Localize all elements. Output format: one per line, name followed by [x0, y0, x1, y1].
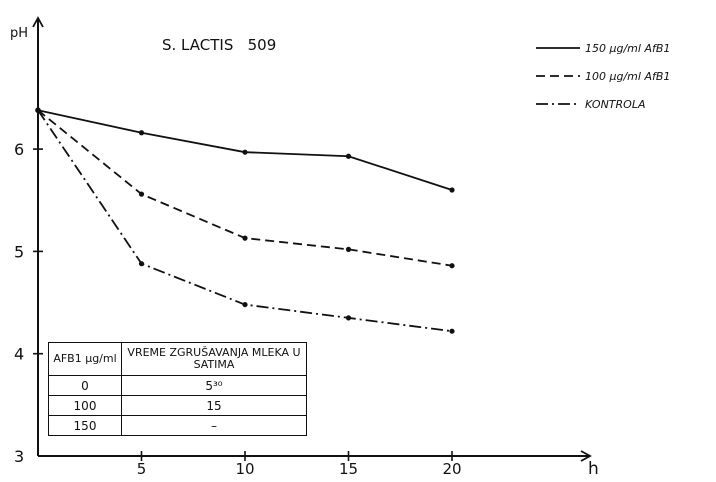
series-line-3	[37, 109, 453, 333]
y-axis-arrow	[32, 16, 44, 28]
data-point	[242, 235, 248, 241]
data-point	[138, 130, 145, 136]
legend: 150 µg/ml AfB1 100 µg/ml AfB1 KONTROLA	[536, 42, 670, 111]
table-header-time: VREME ZGRUŠAVANJA MLEKA U SATIMA	[121, 342, 307, 376]
x-tick-label: 5	[137, 460, 147, 478]
x-tick-label: 10	[235, 460, 254, 478]
ticks: 3 4 5 6 5 10 15 20	[14, 140, 462, 478]
legend-label: 100 µg/ml AfB1	[585, 70, 670, 83]
series-line-2	[37, 109, 453, 267]
x-tick-label: 20	[442, 460, 461, 478]
data-point	[449, 187, 455, 193]
table-header-row: AFB1 µg/ml VREME ZGRUŠAVANJA MLEKA U SAT…	[48, 342, 307, 376]
table-cell-time: –	[121, 415, 307, 436]
data-point	[345, 315, 352, 321]
data-point	[138, 191, 145, 197]
data-point	[138, 261, 145, 267]
series-lines	[35, 107, 455, 334]
table-row: 100 15	[48, 395, 307, 416]
data-point	[242, 149, 248, 155]
legend-label: 150 µg/ml AfB1	[585, 42, 670, 55]
data-point	[345, 153, 352, 159]
coagulation-table: AFB1 µg/ml VREME ZGRUŠAVANJA MLEKA U SAT…	[48, 342, 307, 436]
legend-label: KONTROLA	[585, 98, 645, 111]
x-axis-label: h	[588, 459, 599, 479]
data-point	[449, 263, 455, 269]
axes	[32, 16, 592, 462]
table-header-afb1: AFB1 µg/ml	[48, 342, 122, 376]
x-tick-label: 15	[339, 460, 358, 478]
table-cell-dose: 0	[48, 375, 122, 396]
table-cell-time: 5³⁰	[121, 375, 307, 396]
data-point	[242, 301, 248, 308]
data-point	[449, 328, 455, 334]
data-point	[345, 246, 352, 252]
x-axis-arrow	[580, 450, 592, 462]
y-tick-label: 3	[14, 447, 24, 466]
y-tick-label: 4	[14, 345, 24, 364]
chart-title: S. LACTIS 509	[162, 36, 276, 54]
y-tick-label: 6	[14, 140, 24, 159]
table-row: 0 5³⁰	[48, 375, 307, 396]
table-cell-dose: 100	[48, 395, 122, 416]
y-axis-label: pH	[10, 26, 28, 41]
data-point	[35, 107, 41, 114]
table-row: 150 –	[48, 415, 307, 436]
y-tick-label: 5	[14, 242, 24, 261]
table-cell-time: 15	[121, 395, 307, 416]
table-cell-dose: 150	[48, 415, 122, 436]
